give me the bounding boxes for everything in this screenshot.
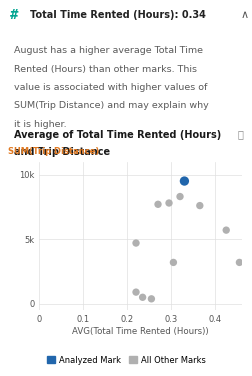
Point (197, 203, 201, 209)
Point (134, 289, 138, 295)
Text: Rented (Hours) than other marks. This: Rented (Hours) than other marks. This (14, 65, 196, 74)
Text: #: # (10, 8, 18, 22)
Text: value is associated with higher values of: value is associated with higher values o… (14, 83, 206, 92)
Text: August has a higher average Total Time: August has a higher average Total Time (14, 46, 202, 55)
Point (236, 259, 240, 265)
Point (182, 178, 186, 184)
Legend: Analyzed Mark, All Other Marks: Analyzed Mark, All Other Marks (47, 356, 205, 364)
Text: ∧: ∧ (239, 10, 247, 20)
Text: SUM(Trip Distance) and may explain why: SUM(Trip Distance) and may explain why (14, 101, 208, 110)
Point (140, 294, 144, 300)
Point (171, 259, 175, 265)
Point (177, 194, 181, 200)
Point (134, 240, 138, 246)
Text: ⧉: ⧉ (236, 129, 242, 139)
X-axis label: AVG(Total Time Rented (Hours)): AVG(Total Time Rented (Hours)) (72, 327, 208, 336)
Text: it is higher.: it is higher. (14, 120, 66, 129)
Point (223, 227, 227, 233)
Text: and Trip Distance: and Trip Distance (14, 147, 110, 158)
Point (155, 201, 160, 207)
Text: Total Time Rented (Hours): 0.34: Total Time Rented (Hours): 0.34 (30, 10, 205, 20)
Point (149, 296, 153, 302)
Text: Average of Total Time Rented (Hours): Average of Total Time Rented (Hours) (14, 130, 220, 140)
Point (166, 200, 170, 206)
Text: SUM(Trip Distance): SUM(Trip Distance) (8, 147, 99, 156)
